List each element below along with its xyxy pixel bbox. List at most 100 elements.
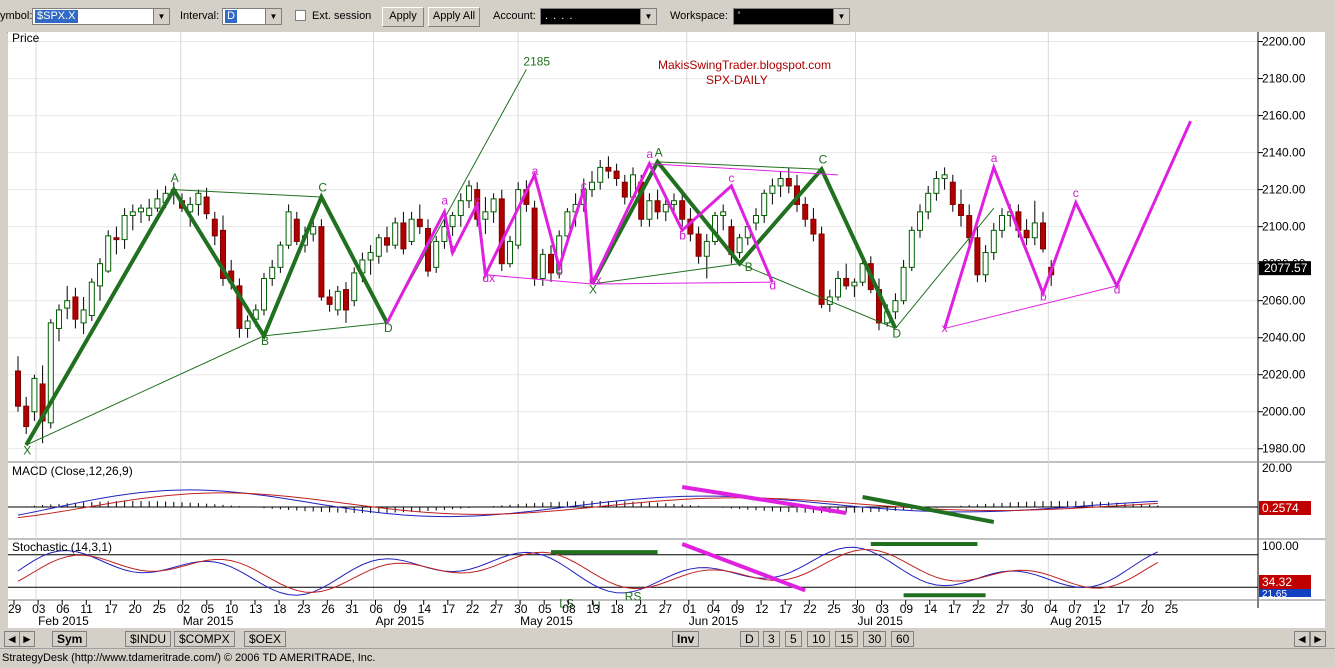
x-tick-label: 14 (924, 602, 938, 616)
last-price-label: 2077.57 (1264, 261, 1308, 275)
price-tick-label: 2140.00 (1262, 146, 1306, 160)
macd-last-label: 0.2574 (1262, 501, 1299, 515)
symbol-combo[interactable]: $SPX.X ▼ (32, 8, 170, 25)
pattern-connector (173, 189, 322, 198)
scroll-right-button[interactable]: ► (1310, 631, 1326, 647)
period-d[interactable]: D (740, 631, 759, 647)
period-10[interactable]: 10 (807, 631, 831, 647)
x-tick-label: 02 (177, 602, 191, 616)
candle-body (941, 174, 948, 180)
x-tick-label: 05 (538, 602, 552, 616)
candle-body (695, 233, 702, 257)
macd-divergence-line (862, 495, 995, 524)
month-label: Feb 2015 (38, 614, 89, 628)
candle-body (15, 370, 21, 407)
pattern-label: 2185 (523, 55, 550, 69)
pattern-label: a (646, 147, 653, 161)
candle-body (917, 211, 923, 231)
x-tick-label: 18 (611, 602, 625, 616)
price-panel-label: Price (12, 32, 40, 45)
price-tick-label: 2020.00 (1262, 368, 1306, 382)
ext-session-checkbox[interactable] (295, 10, 306, 21)
macd-tick-label: 20.00 (1262, 461, 1292, 475)
tab-compx[interactable]: $COMPX (174, 631, 235, 647)
chevron-down-icon[interactable]: ▼ (265, 9, 281, 24)
period-30[interactable]: 30 (863, 631, 887, 647)
price-tick-label: 2000.00 (1262, 405, 1306, 419)
price-tick-label: 2060.00 (1262, 294, 1306, 308)
pattern-label: C (318, 180, 327, 194)
candle-body (318, 226, 325, 298)
interval-combo[interactable]: D ▼ (222, 8, 282, 25)
chart-subtitle: SPX-DAILY (706, 73, 768, 87)
macd-panel: 20.00 0.2574 (8, 461, 1311, 524)
pattern-connector (657, 161, 822, 170)
candle-body (334, 290, 341, 311)
interval-value[interactable]: D (225, 10, 237, 23)
candle-body (220, 229, 226, 279)
candle-body (72, 296, 79, 320)
chart-area: 2200.002180.002160.002140.002120.002100.… (8, 32, 1325, 628)
stoch-divergence-line (681, 542, 806, 593)
scroll-right-button[interactable]: ► (19, 631, 35, 647)
tab-indu[interactable]: $INDU (125, 631, 172, 647)
chevron-down-icon[interactable]: ▼ (833, 9, 849, 24)
pattern-label: a (441, 193, 448, 207)
price-tick-label: 1980.00 (1262, 442, 1306, 456)
candle-body (982, 252, 989, 276)
chevron-down-icon[interactable]: ▼ (640, 9, 656, 24)
x-tick-label: 25 (827, 602, 841, 616)
macd-line (17, 489, 1158, 518)
pattern-connector (944, 285, 1117, 329)
x-tick-label: 22 (803, 602, 817, 616)
sym-tab[interactable]: Sym (52, 631, 88, 647)
period-15[interactable]: 15 (835, 631, 859, 647)
account-combo[interactable]: . . . . ▼ (540, 8, 657, 25)
candle-body (498, 198, 505, 265)
candle-body (859, 263, 866, 283)
candle-body (589, 181, 595, 191)
pattern-label: d (1114, 282, 1121, 296)
candle-body (408, 218, 415, 242)
workspace-value[interactable]: ' (738, 10, 742, 22)
candle-body (261, 277, 267, 311)
candle-body (810, 218, 817, 235)
x-tick-label: 27 (659, 602, 673, 616)
candle-body (769, 185, 776, 194)
stoch-last2-label: 21.65 (1262, 589, 1287, 600)
candle-body (138, 207, 144, 213)
apply-button[interactable]: Apply (382, 7, 424, 27)
workspace-combo[interactable]: ' ▼ (733, 8, 850, 25)
x-tick-label: 20 (129, 602, 143, 616)
x-tick-label: 30 (1020, 602, 1034, 616)
apply-all-button[interactable]: Apply All (428, 7, 480, 27)
candle-body (56, 309, 62, 329)
pattern-label: a (532, 164, 539, 178)
x-tick-label: 13 (586, 602, 600, 616)
stoch-last-label: 34.32 (1262, 575, 1292, 589)
stoch-pattern-label: RS (625, 589, 642, 603)
candle-body (203, 196, 210, 215)
month-label: Mar 2015 (183, 614, 234, 628)
period-3[interactable]: 3 (763, 631, 780, 647)
account-value[interactable]: . . . . (545, 10, 574, 22)
candle-body (211, 218, 218, 237)
price-tick-label: 2120.00 (1262, 183, 1306, 197)
scroll-left-button[interactable]: ◄ (4, 631, 20, 647)
x-tick-label: 17 (1117, 602, 1131, 616)
candle-body (88, 281, 95, 316)
inv-button[interactable]: Inv (672, 631, 700, 647)
period-60[interactable]: 60 (891, 631, 915, 647)
period-5[interactable]: 5 (785, 631, 802, 647)
x-tick-label: 08 (562, 602, 576, 616)
candle-body (999, 215, 1005, 231)
chevron-down-icon[interactable]: ▼ (153, 9, 169, 24)
x-tick-label: 10 (225, 602, 239, 616)
candle-body (818, 233, 825, 305)
pattern-connector (25, 335, 265, 446)
x-tick-label: 21 (635, 602, 649, 616)
candle-body (23, 405, 30, 428)
scroll-left-button[interactable]: ◄ (1294, 631, 1310, 647)
symbol-value[interactable]: $SPX.X (35, 10, 78, 23)
tab-oex[interactable]: $OEX (244, 631, 287, 647)
